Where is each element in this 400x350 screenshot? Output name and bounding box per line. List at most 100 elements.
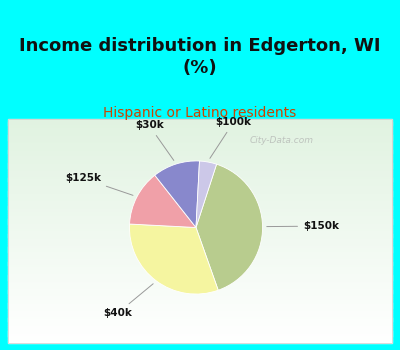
Bar	[8, 190, 392, 192]
Bar	[8, 244, 392, 246]
Bar	[8, 279, 392, 281]
Text: $125k: $125k	[65, 173, 133, 195]
Bar	[8, 128, 392, 130]
Bar	[8, 285, 392, 287]
Text: $150k: $150k	[267, 221, 339, 231]
Bar	[8, 169, 392, 171]
Bar	[8, 120, 392, 123]
Bar	[8, 311, 392, 313]
Bar	[8, 143, 392, 145]
Bar	[8, 234, 392, 237]
Bar	[8, 210, 392, 212]
Bar	[8, 175, 392, 177]
Bar	[8, 197, 392, 199]
Bar	[8, 335, 392, 337]
Bar	[8, 147, 392, 149]
Bar	[8, 208, 392, 210]
Bar	[8, 231, 392, 233]
Bar	[8, 171, 392, 173]
Bar	[8, 333, 392, 336]
Text: $30k: $30k	[135, 120, 174, 160]
Bar	[8, 173, 392, 175]
Bar	[8, 152, 392, 154]
Bar	[8, 324, 392, 326]
Bar	[8, 227, 392, 229]
Bar	[8, 134, 392, 136]
Bar	[8, 246, 392, 248]
Bar	[8, 156, 392, 158]
Wedge shape	[196, 164, 262, 290]
Bar	[8, 262, 392, 265]
Wedge shape	[130, 175, 196, 228]
Bar	[8, 302, 392, 304]
Wedge shape	[155, 161, 200, 228]
Bar	[8, 337, 392, 339]
Bar	[8, 150, 392, 153]
Bar	[8, 204, 392, 207]
Bar	[8, 328, 392, 330]
Bar	[8, 296, 392, 298]
Bar	[8, 292, 392, 294]
Bar	[8, 223, 392, 225]
Bar	[8, 214, 392, 216]
Bar	[8, 320, 392, 322]
Bar	[8, 176, 392, 179]
Bar	[8, 178, 392, 181]
Bar	[8, 139, 392, 141]
Bar	[8, 294, 392, 296]
Bar	[8, 193, 392, 196]
Bar	[8, 119, 392, 343]
Bar	[8, 160, 392, 162]
Bar	[8, 303, 392, 306]
Bar	[8, 240, 392, 242]
Bar	[8, 307, 392, 309]
Bar	[8, 290, 392, 293]
Bar	[8, 163, 392, 166]
Bar	[8, 158, 392, 160]
Wedge shape	[130, 224, 218, 294]
Bar	[8, 186, 392, 188]
Bar	[8, 154, 392, 156]
Bar	[8, 212, 392, 214]
Bar	[8, 191, 392, 194]
Bar	[8, 259, 392, 261]
Bar	[8, 148, 392, 151]
Bar	[8, 257, 392, 259]
Bar	[8, 180, 392, 182]
Bar	[8, 132, 392, 134]
Bar	[8, 232, 392, 235]
Bar	[8, 268, 392, 270]
Bar	[8, 216, 392, 218]
Bar	[8, 119, 392, 121]
Bar	[8, 162, 392, 164]
Bar	[8, 326, 392, 328]
Bar	[8, 225, 392, 227]
Text: $40k: $40k	[103, 284, 153, 318]
Bar	[8, 264, 392, 266]
Text: $100k: $100k	[210, 117, 252, 158]
Bar	[8, 300, 392, 302]
Bar	[8, 313, 392, 315]
Bar	[8, 130, 392, 132]
Bar	[8, 165, 392, 168]
Bar	[8, 195, 392, 197]
Bar	[8, 288, 392, 291]
Bar	[8, 236, 392, 238]
Bar	[8, 247, 392, 250]
Bar	[0, 0, 400, 119]
Bar	[8, 137, 392, 140]
Bar	[8, 339, 392, 341]
Bar	[8, 272, 392, 274]
Bar	[8, 253, 392, 255]
Bar	[8, 188, 392, 190]
Bar	[8, 135, 392, 138]
Bar	[8, 242, 392, 244]
Bar	[8, 229, 392, 231]
Bar	[8, 184, 392, 186]
Bar	[8, 167, 392, 169]
Bar	[8, 330, 392, 332]
Bar	[8, 249, 392, 252]
Bar	[8, 201, 392, 203]
Bar	[8, 260, 392, 263]
Bar	[8, 322, 392, 324]
